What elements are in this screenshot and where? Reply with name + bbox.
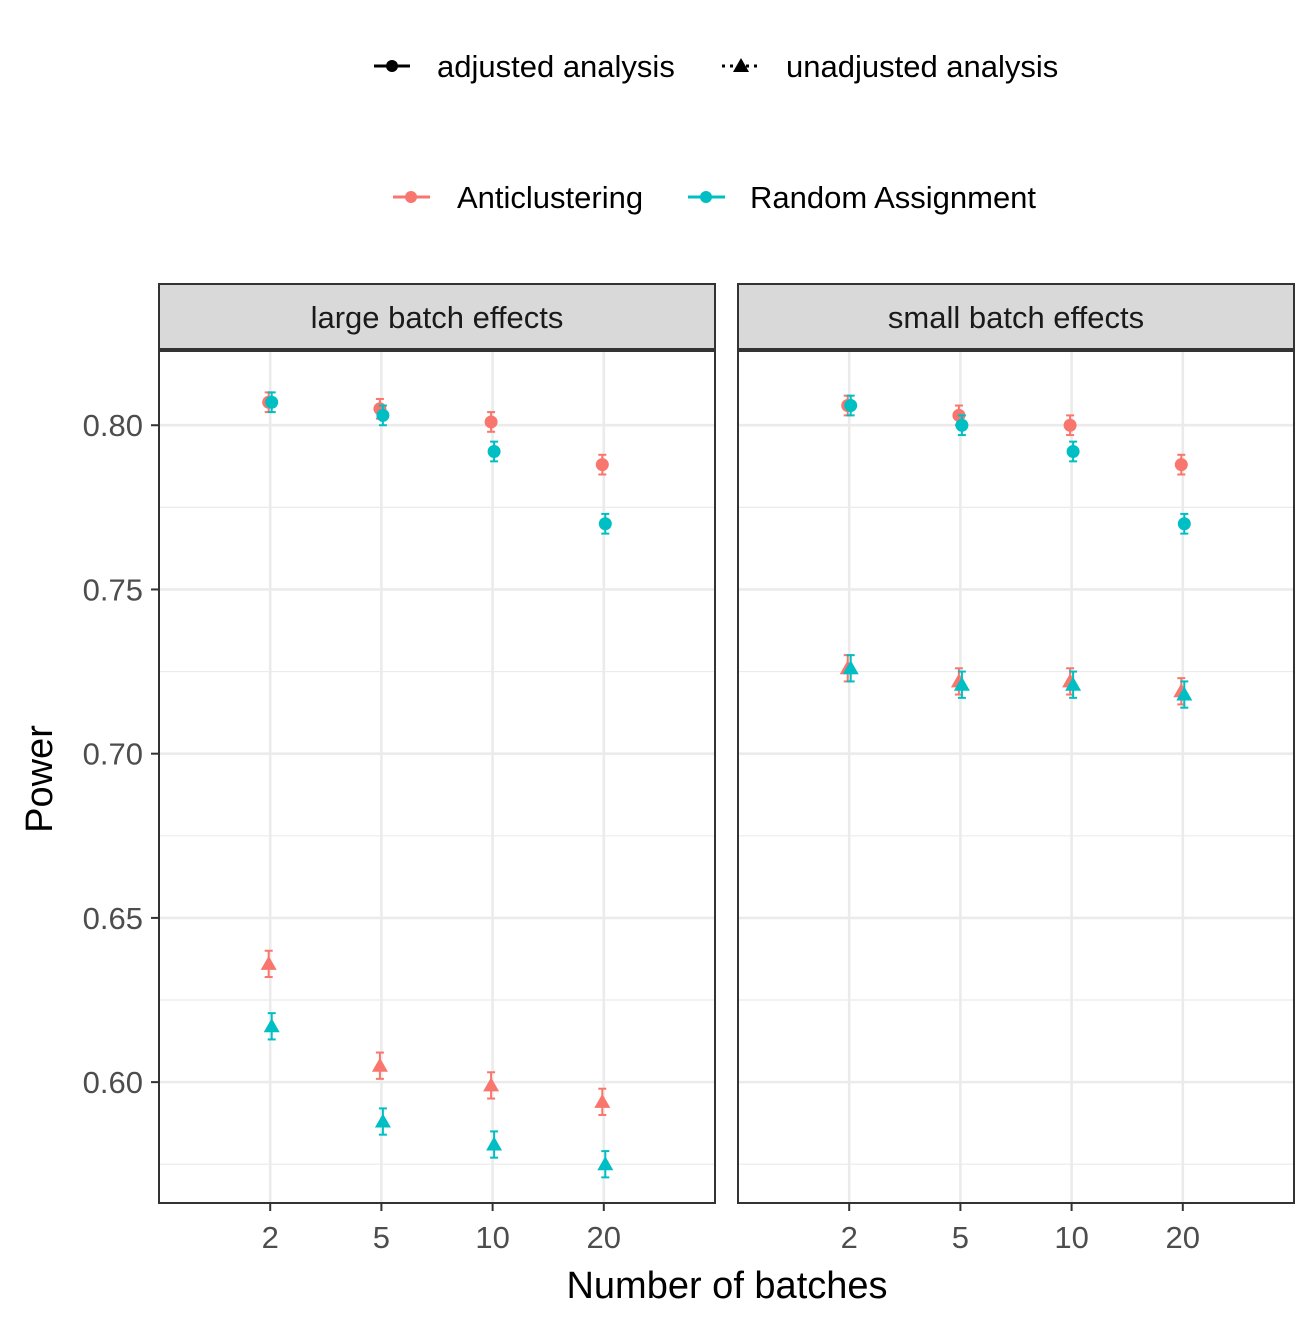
x-tick-label: 20 [587,1220,621,1255]
point-adjusted-random-assignment [376,408,390,422]
point-adjusted-anticlustering [484,415,498,429]
plot-background [738,351,1294,1203]
plot-background [159,351,715,1203]
point-adjusted-random-assignment [1066,445,1080,459]
legend-random-label: Random Assignment [750,180,1036,215]
legend-adjusted-circle [386,60,398,72]
panel-title: large batch effects [311,300,564,335]
legend-anticlustering-dot [405,191,417,203]
x-tick-label: 10 [1054,1220,1088,1255]
legend-area: adjusted analysis unadjusted analysis Anti… [374,49,1058,215]
point-unadjusted-anticlustering [260,955,277,970]
x-axis-label: Number of batches [566,1265,887,1307]
point-adjusted-random-assignment [844,399,858,413]
legend-unadjusted-label: unadjusted analysis [786,49,1058,84]
y-tick-label: 0.80 [83,408,143,443]
point-unadjusted-random-assignment [1176,686,1193,701]
x-tick-label: 2 [262,1220,279,1255]
chart-panels: large batch effects 2 5 10 20 0.60 0.65 0.70 0.7… [83,283,1295,1255]
point-unadjusted-anticlustering [483,1077,500,1092]
point-adjusted-random-assignment [955,418,969,432]
panel-large-batch-effects: large batch effects 2 5 10 20 0.60 0.65 0.70 0.7… [83,283,716,1255]
point-unadjusted-random-assignment [1065,676,1082,691]
point-adjusted-random-assignment [1177,517,1191,531]
point-unadjusted-random-assignment [486,1136,503,1151]
panel-strip [158,283,716,350]
x-tick-label: 20 [1166,1220,1200,1255]
legend-anticlustering-label: Anticlustering [457,180,643,215]
y-axis-label: Power [19,725,61,833]
point-adjusted-anticlustering [1174,458,1188,472]
x-tick-label: 2 [841,1220,858,1255]
point-unadjusted-anticlustering [594,1093,611,1108]
point-unadjusted-random-assignment [374,1113,391,1128]
point-adjusted-random-assignment [487,445,501,459]
point-adjusted-random-assignment [598,517,612,531]
panel-strip [737,283,1295,350]
legend-random-dot [700,191,712,203]
point-adjusted-random-assignment [265,395,279,409]
x-tick-label: 10 [475,1220,509,1255]
x-tick-label: 5 [373,1220,390,1255]
legend-adjusted-label: adjusted analysis [437,49,675,84]
point-adjusted-anticlustering [595,458,609,472]
point-unadjusted-random-assignment [842,660,859,675]
point-unadjusted-random-assignment [953,676,970,691]
panel-small-batch-effects: small batch effects 2 5 10 20 [737,283,1295,1255]
panel-border [737,350,1295,1204]
panel-title: small batch effects [888,300,1144,335]
point-unadjusted-anticlustering [371,1057,388,1072]
y-tick-label: 0.60 [83,1065,143,1100]
x-tick-label: 5 [952,1220,969,1255]
y-tick-label: 0.70 [83,737,143,772]
panel-border [158,350,716,1204]
y-tick-label: 0.65 [83,901,143,936]
point-unadjusted-random-assignment [597,1156,614,1171]
point-unadjusted-random-assignment [263,1018,280,1033]
y-tick-label: 0.75 [83,572,143,607]
legend-unadjusted-triangle [733,58,749,72]
point-adjusted-anticlustering [1063,418,1077,432]
